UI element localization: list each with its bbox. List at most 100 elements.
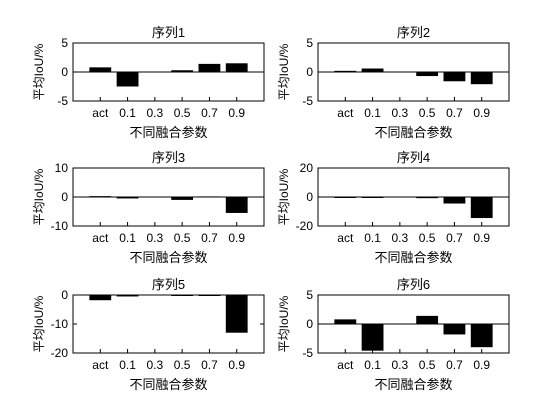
subplot-title: 序列6 [397, 277, 430, 292]
bar-0.1 [361, 68, 384, 72]
x-tick-label: 0.1 [364, 358, 381, 372]
bar-0.7 [443, 324, 466, 335]
x-tick-label: 0.7 [201, 358, 218, 372]
bar-0.7 [443, 72, 466, 82]
bar-act [334, 319, 357, 324]
bar-0.7 [443, 197, 466, 204]
y-tick-label: 10 [55, 161, 69, 175]
subplot-4: -20 0 20 act 0.1 0.3 0.5 0.7 0.9 序列4 不同融合参数 平均IoU/% [277, 150, 510, 265]
x-tick-label: 0.5 [174, 106, 191, 120]
y-tick-label: -5 [302, 94, 313, 108]
x-tick-label: 0.5 [419, 358, 436, 372]
x-axis-label: 不同融合参数 [129, 250, 207, 265]
x-tick-label: 0.9 [228, 231, 245, 245]
x-tick-label: 0.3 [392, 231, 409, 245]
y-tick-label: -10 [51, 219, 69, 233]
y-axis-label: 平均IoU/% [277, 43, 291, 100]
x-tick-label: 0.9 [473, 358, 490, 372]
x-tick-label: 0.7 [201, 231, 218, 245]
x-axis-label: 不同融合参数 [374, 125, 452, 140]
x-tick-label: 0.1 [119, 231, 136, 245]
y-axis-label: 平均IoU/% [32, 168, 46, 225]
y-axis-label: 平均IoU/% [277, 295, 291, 352]
x-axis-label: 不同融合参数 [374, 250, 452, 265]
x-tick-label: 0.7 [201, 106, 218, 120]
subplot-2: -5 0 5 act 0.1 0.3 0.5 0.7 0.9 序列2 不同融合参数 平均IoU/% [277, 25, 510, 140]
x-tick-label: 0.1 [119, 358, 136, 372]
x-tick-label: act [337, 106, 354, 120]
x-tick-label: 0.3 [147, 358, 164, 372]
bar-act [89, 67, 112, 72]
subplot-title: 序列4 [397, 150, 430, 165]
subplot-6: -5 0 5 act 0.1 0.3 0.5 0.7 0.9 序列6 不同融合参数 平均IoU/% [277, 277, 510, 392]
x-tick-label: 0.9 [473, 106, 490, 120]
y-tick-label: 20 [300, 161, 314, 175]
x-tick-label: 0.3 [392, 106, 409, 120]
bar-act [89, 295, 112, 301]
subplot-5: -20 -10 0 act 0.1 0.3 0.5 0.7 0.9 序列5 不同融合参数 平均IoU/… [32, 277, 265, 392]
bar-0.9 [225, 197, 248, 213]
x-tick-label: act [337, 231, 354, 245]
bar-0.9 [470, 197, 493, 219]
y-tick-label: -5 [302, 346, 313, 360]
bar-act [334, 70, 357, 72]
subplot-title: 序列3 [152, 150, 185, 165]
x-tick-label: 0.3 [147, 106, 164, 120]
bar-0.5 [171, 197, 194, 200]
bar-0.9 [470, 324, 493, 348]
bar-0.1 [116, 72, 139, 87]
bar-0.5 [416, 197, 439, 199]
y-axis-label: 平均IoU/% [32, 43, 46, 100]
x-tick-label: 0.5 [419, 106, 436, 120]
y-tick-label: 0 [306, 65, 313, 79]
x-tick-label: act [337, 358, 354, 372]
bar-0.9 [470, 72, 493, 85]
y-tick-label: -20 [51, 346, 69, 360]
x-tick-label: 0.5 [174, 231, 191, 245]
bar-0.1 [116, 197, 139, 199]
subplot-3: -10 0 10 act 0.1 0.3 0.5 0.7 0.9 序列3 不同融合参数 平均IoU/% [32, 150, 265, 265]
bar-0.5 [171, 70, 194, 72]
subplot-title: 序列1 [152, 25, 185, 40]
bar-0.9 [225, 63, 248, 72]
y-axis-label: 平均IoU/% [32, 295, 46, 352]
y-tick-label: -20 [296, 219, 314, 233]
y-tick-label: 0 [306, 317, 313, 331]
x-tick-label: 0.3 [392, 358, 409, 372]
y-tick-label: 0 [61, 65, 68, 79]
x-tick-label: act [92, 358, 109, 372]
y-tick-label: 5 [306, 288, 313, 302]
x-tick-label: 0.7 [446, 106, 463, 120]
x-tick-label: 0.1 [364, 231, 381, 245]
subplot-1: -5 0 5 act 0.1 0.3 0.5 0.7 0.9 序列1 不同融合参数 平均IoU/% [32, 25, 265, 140]
x-tick-label: 0.5 [419, 231, 436, 245]
subplot-title: 序列5 [152, 277, 185, 292]
x-tick-label: 0.7 [446, 231, 463, 245]
bar-0.5 [416, 72, 439, 77]
bar-0.7 [198, 63, 221, 72]
bar-0.1 [116, 295, 139, 297]
y-axis-label: 平均IoU/% [277, 168, 291, 225]
y-tick-label: 0 [61, 288, 68, 302]
x-tick-label: 0.1 [119, 106, 136, 120]
y-tick-label: 5 [61, 36, 68, 50]
y-tick-label: -5 [57, 94, 68, 108]
y-tick-label: 0 [306, 190, 313, 204]
x-tick-label: 0.9 [473, 231, 490, 245]
x-tick-label: 0.9 [228, 358, 245, 372]
x-tick-label: 0.9 [228, 106, 245, 120]
x-tick-label: act [92, 231, 109, 245]
x-tick-label: 0.7 [446, 358, 463, 372]
y-tick-label: 5 [306, 36, 313, 50]
x-tick-label: act [92, 106, 109, 120]
y-tick-label: 0 [61, 190, 68, 204]
subplot-title: 序列2 [397, 25, 430, 40]
x-axis-label: 不同融合参数 [129, 377, 207, 392]
x-axis-label: 不同融合参数 [374, 377, 452, 392]
x-tick-label: 0.1 [364, 106, 381, 120]
bar-0.5 [416, 315, 439, 324]
x-axis-label: 不同融合参数 [129, 125, 207, 140]
bar-0.1 [361, 324, 384, 351]
x-tick-label: 0.5 [174, 358, 191, 372]
